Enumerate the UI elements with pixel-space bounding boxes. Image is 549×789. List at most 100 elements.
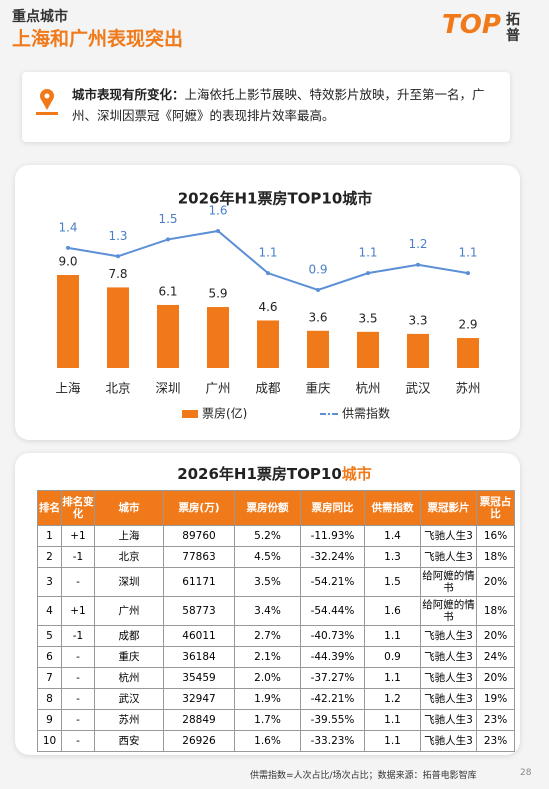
callout-label: 城市表现有所变化： (72, 87, 185, 102)
table-row: 3- 深圳 61171 3.5% -54.21% 1.5 给阿嬷的情书 20% (37, 567, 515, 597)
table-cell: 2.7% (234, 625, 301, 647)
bar (207, 307, 229, 368)
line-point (66, 245, 70, 250)
table-cell: 给阿嬷的情书 (420, 596, 477, 626)
table-cell: 6 (37, 646, 62, 668)
bar-label: 9.0 (58, 255, 77, 269)
table-cell: 1.3 (364, 546, 421, 568)
table-cell: 4.5% (234, 546, 301, 568)
column-header: 票房(万) (163, 490, 235, 526)
table-cell: - (61, 646, 95, 668)
line-label: 0.9 (308, 263, 327, 277)
bar (357, 331, 379, 368)
table-cell: 9 (37, 709, 62, 731)
table-cell: -33.23% (300, 730, 365, 752)
data-table: 排名 排名变化 城市 票房(万) 票房份额 票房同比 供需指数 票冠影片 票冠占比 1 +1 上海 89… (37, 490, 515, 752)
header-row: 排名 排名变化 城市 票房(万) 票房份额 票房同比 供需指数 票冠影片 票冠占比 (37, 490, 515, 526)
table-cell: 1 (37, 525, 62, 547)
callout-text: 城市表现有所变化：上海依托上影节展映、特效影片放映，升至第一名，广州、深圳因票冠… (72, 84, 492, 126)
x-tick-label: 深圳 (155, 381, 180, 396)
legend-label: 供需指数 (342, 406, 390, 421)
table-cell: -32.24% (300, 546, 365, 568)
callout: 城市表现有所变化：上海依托上影节展映、特效影片放映，升至第一名，广州、深圳因票冠… (22, 72, 510, 142)
table-row: 4 +1 广州 58773 3.4% -54.44% 1.6 给阿嬷的情书 18% (37, 596, 515, 626)
bar-label: 5.9 (208, 287, 227, 301)
table-cell: -54.21% (300, 567, 365, 597)
x-tick-label: 成都 (255, 381, 281, 396)
table-cell: 杭州 (94, 667, 164, 689)
line-point (166, 237, 170, 242)
table-cell: 飞驰人生3 (420, 525, 477, 547)
table-cell: 20% (476, 667, 515, 689)
table-cell: 飞驰人生3 (420, 546, 477, 568)
table-cell: 18% (476, 596, 515, 626)
x-tick-label: 苏州 (455, 381, 480, 396)
table-cell: 1.4 (364, 525, 421, 547)
table-row: 5 -1 成都 46011 2.7% -40.73% 1.1 飞驰人生3 20% (37, 625, 515, 647)
table-cell: 24% (476, 646, 515, 668)
table-cell: 77863 (163, 546, 235, 568)
table-cell: 3.4% (234, 596, 301, 626)
bar (157, 304, 179, 368)
table-row: 8- 武汉 32947 1.9% -42.21% 1.2 飞驰人生3 19% (37, 688, 515, 710)
table-cell: -40.73% (300, 625, 365, 647)
table-cell: -42.21% (300, 688, 365, 710)
table-cell: 20% (476, 567, 515, 597)
line-point (216, 229, 220, 233)
bar-label: 3.6 (308, 310, 327, 324)
table-cell: 2 (37, 546, 62, 568)
table-cell: - (61, 709, 95, 731)
table-cell: 飞驰人生3 (420, 730, 477, 752)
bar (107, 287, 129, 368)
table-cell: 0.9 (364, 646, 421, 668)
line-label: 1.2 (408, 237, 427, 251)
table-cell: 19% (476, 688, 515, 710)
line-point (366, 271, 370, 276)
bar-label: 2.9 (458, 318, 477, 332)
x-tick-label: 北京 (105, 381, 130, 396)
pin-icon (36, 89, 58, 115)
table-cell: 23% (476, 709, 515, 731)
line-point (116, 254, 120, 259)
bar (457, 338, 479, 368)
table-cell: 苏州 (94, 709, 164, 731)
table-cell: 飞驰人生3 (420, 625, 477, 647)
table-cell: - (61, 667, 95, 689)
line-label: 1.3 (108, 229, 127, 243)
table-cell: -1 (61, 546, 95, 568)
table-cell: 1.9% (234, 688, 301, 710)
table-cell: - (61, 730, 95, 752)
table-cell: 1.1 (364, 709, 421, 731)
table-cell: 18% (476, 546, 515, 568)
section-label: 重点城市 (12, 9, 68, 25)
table-cell: 1.6 (364, 596, 421, 626)
table-cell: 1.1 (364, 667, 421, 689)
column-header: 票房份额 (234, 490, 301, 526)
table-cell: 61171 (163, 567, 235, 597)
table-cell: 上海 (94, 525, 164, 547)
bar-label: 3.5 (358, 311, 377, 325)
table-cell: 1.7% (234, 709, 301, 731)
chart-title: 2026年H1票房TOP10城市 (178, 190, 373, 208)
table-cell: -54.44% (300, 596, 365, 626)
logo-mark: TOP (442, 10, 501, 40)
line-label: 1.5 (158, 212, 177, 226)
table-cell: 成都 (94, 625, 164, 647)
table-cell: 2.0% (234, 667, 301, 689)
table-cell: 3.5% (234, 567, 301, 597)
table-cell: 给阿嬷的情书 (420, 567, 477, 597)
bar (407, 333, 429, 368)
column-header: 排名变化 (61, 490, 95, 526)
page-title: 上海和广州表现突出 (12, 28, 184, 50)
bar (57, 275, 79, 368)
table-cell: 35459 (163, 667, 235, 689)
table-cell: 飞驰人生3 (420, 709, 477, 731)
table-cell: 23% (476, 730, 515, 752)
chart: 2026年H1票房TOP10城市 9.0 上海 7.8 北京 6.1 深圳 5.9 广州 4.6… (55, 190, 480, 421)
table-cell: 58773 (163, 596, 235, 626)
column-header: 票房同比 (300, 490, 365, 526)
x-tick-label: 重庆 (305, 381, 331, 396)
column-header: 票冠影片 (420, 490, 477, 526)
bar (257, 320, 279, 368)
